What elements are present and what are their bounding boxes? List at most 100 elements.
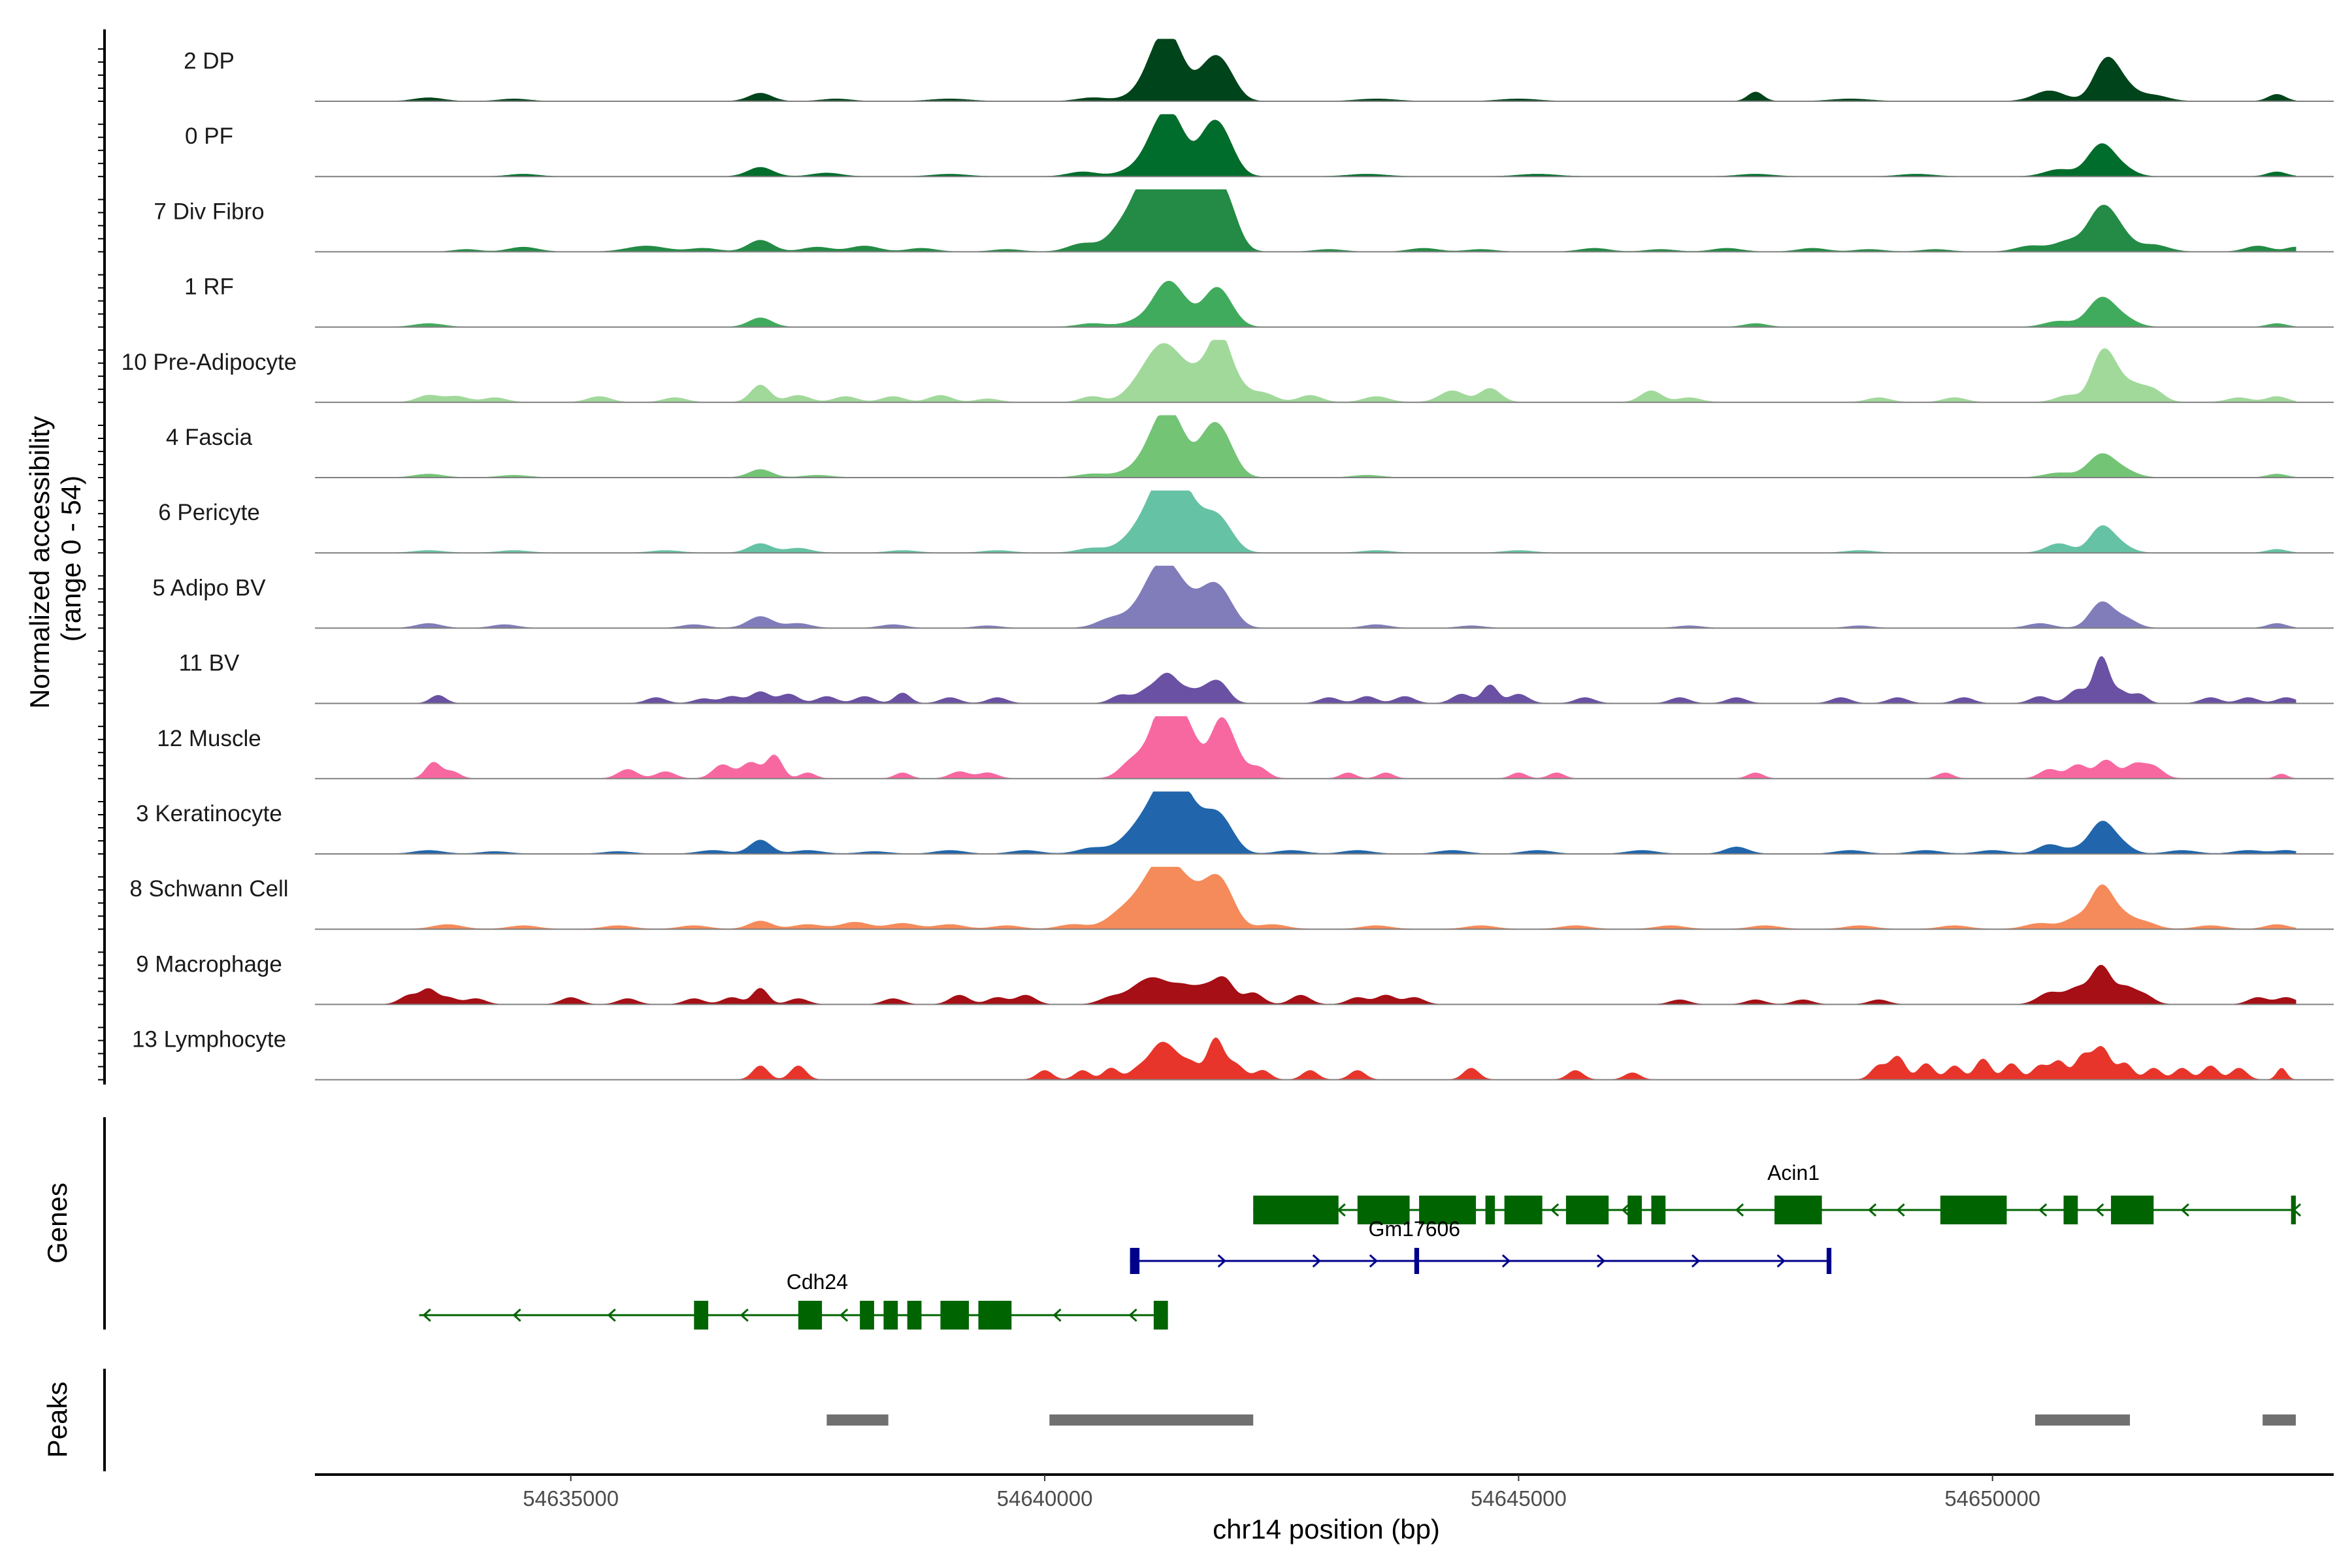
track-0-pf: 0 PF <box>185 114 2334 178</box>
coverage-area <box>315 565 2296 629</box>
track-label: 8 Schwann Cell <box>129 876 288 902</box>
strand-arrow <box>422 1308 431 1322</box>
coverage-panel: 2 DP 0 PF 7 Div Fibro 1 RF 10 Pre-Adipocyte 4… <box>98 39 2334 1081</box>
gene-exon <box>1414 1248 1420 1274</box>
track-13-lymphocyte: 13 Lymphocyte <box>132 1027 2334 1081</box>
gene-acin1: Acin1 <box>1253 1161 2302 1224</box>
x-axis-ticks: 54635000 54640000 54645000 54650000 <box>523 1475 2040 1511</box>
x-axis-title: chr14 position (bp) <box>1213 1514 1440 1544</box>
track-label: 5 Adipo BV <box>152 575 266 600</box>
gene-exon <box>1627 1196 1642 1224</box>
track-label: 1 RF <box>184 274 234 300</box>
track-label: 13 Lymphocyte <box>132 1027 286 1053</box>
track-label: 10 Pre-Adipocyte <box>122 350 297 375</box>
coverage-area <box>315 415 2296 478</box>
coverage-area <box>315 189 2296 252</box>
genes-y-axis-title: Genes <box>42 1183 73 1264</box>
coverage-area <box>315 490 2296 553</box>
strand-arrow <box>607 1308 616 1322</box>
track-12-muscle: 12 Muscle <box>157 716 2334 779</box>
strand-arrow <box>1691 1254 1701 1268</box>
track-5-adipo-bv: 5 Adipo BV <box>152 565 2334 629</box>
gene-exon <box>907 1301 922 1330</box>
gene-exon <box>1565 1196 1609 1224</box>
x-tick-label: 54640000 <box>997 1486 1093 1511</box>
strand-arrow <box>1369 1254 1379 1268</box>
track-label: 7 Div Fibro <box>154 199 264 224</box>
track-label: 11 BV <box>179 651 240 676</box>
coverage-y-axis-title-line-2: (range 0 - 54) <box>56 476 86 642</box>
track-label: 3 Keratinocyte <box>136 801 282 826</box>
strand-arrow <box>2095 1203 2104 1217</box>
track-4-fascia: 4 Fascia <box>166 415 2334 478</box>
track-3-keratinocyte: 3 Keratinocyte <box>136 791 2334 855</box>
track-9-macrophage: 9 Macrophage <box>136 951 2334 1005</box>
gene-exon <box>1940 1196 2007 1224</box>
gene-exon <box>978 1301 1012 1330</box>
track-label: 4 Fascia <box>166 425 253 450</box>
strand-arrow <box>1217 1254 1226 1268</box>
strand-arrow <box>839 1308 849 1322</box>
coverage-area <box>315 656 2296 704</box>
coverage-area <box>315 964 2296 1005</box>
coverage-area <box>315 280 2296 328</box>
gene-exon <box>1504 1196 1543 1224</box>
track-label: 9 Macrophage <box>136 951 282 977</box>
track-6-pericyte: 6 Pericyte <box>158 490 2334 554</box>
peak-region <box>2262 1414 2296 1426</box>
coverage-area <box>315 340 2296 403</box>
gene-exon <box>2291 1196 2296 1224</box>
track-label: 2 DP <box>184 48 235 74</box>
gene-label: Gm17606 <box>1369 1217 1461 1241</box>
gene-cdh24: Cdh24 <box>419 1270 1168 1330</box>
strand-arrow <box>1312 1254 1321 1268</box>
strand-arrow <box>1867 1203 1877 1217</box>
gene-exon <box>2063 1196 2078 1224</box>
strand-arrow <box>2180 1203 2189 1217</box>
track-10-pre-adipocyte: 10 Pre-Adipocyte <box>122 340 2334 403</box>
x-tick-label: 54650000 <box>1944 1486 2040 1511</box>
coverage-y-axis-title-line-1: Normalized accessibility <box>24 416 55 709</box>
gene-exon <box>1651 1196 1666 1224</box>
strand-arrow <box>1621 1203 1630 1217</box>
strand-arrow <box>1596 1254 1606 1268</box>
strand-arrow <box>1735 1203 1744 1217</box>
coverage-area <box>315 39 2296 102</box>
track-8-schwann-cell: 8 Schwann Cell <box>129 866 2334 930</box>
peaks-y-axis-title: Peaks <box>42 1382 73 1458</box>
track-2-dp: 2 DP <box>184 39 2334 102</box>
gene-exon <box>1153 1301 1168 1330</box>
coverage-area <box>315 791 2296 855</box>
gene-exon <box>1357 1196 1410 1224</box>
strand-arrow <box>740 1308 749 1322</box>
strand-arrow <box>1053 1308 1062 1322</box>
gene-exon <box>1130 1248 1140 1274</box>
strand-arrow <box>1896 1203 1905 1217</box>
x-tick-label: 54645000 <box>1471 1486 1567 1511</box>
strand-arrow <box>1550 1203 1560 1217</box>
gene-exon <box>1774 1196 1822 1224</box>
track-label: 0 PF <box>185 123 233 149</box>
strand-arrow <box>1501 1254 1511 1268</box>
coverage-area <box>315 866 2296 930</box>
gene-gm17606: Gm17606 <box>1130 1217 1832 1274</box>
track-label: 6 Pericyte <box>158 500 260 525</box>
gene-exon <box>1419 1196 1477 1224</box>
track-7-div-fibro: 7 Div Fibro <box>154 189 2334 253</box>
gene-exon <box>883 1301 898 1330</box>
track-11-bv: 11 BV <box>179 651 2334 704</box>
gene-exon <box>940 1301 969 1330</box>
gene-exon <box>1485 1196 1495 1224</box>
coverage-y-axis-title: Normalized accessibility (range 0 - 54) <box>24 408 86 709</box>
coverage-area <box>315 1037 2296 1081</box>
gene-label: Cdh24 <box>787 1270 848 1294</box>
peak-region <box>1049 1414 1254 1426</box>
x-tick-label: 54635000 <box>523 1486 619 1511</box>
strand-arrow <box>512 1308 521 1322</box>
peak-region <box>2035 1414 2131 1426</box>
coverage-area <box>315 114 2296 177</box>
track-1-rf: 1 RF <box>184 274 2334 328</box>
strand-arrow <box>2038 1203 2048 1217</box>
gene-exon <box>2111 1196 2154 1224</box>
